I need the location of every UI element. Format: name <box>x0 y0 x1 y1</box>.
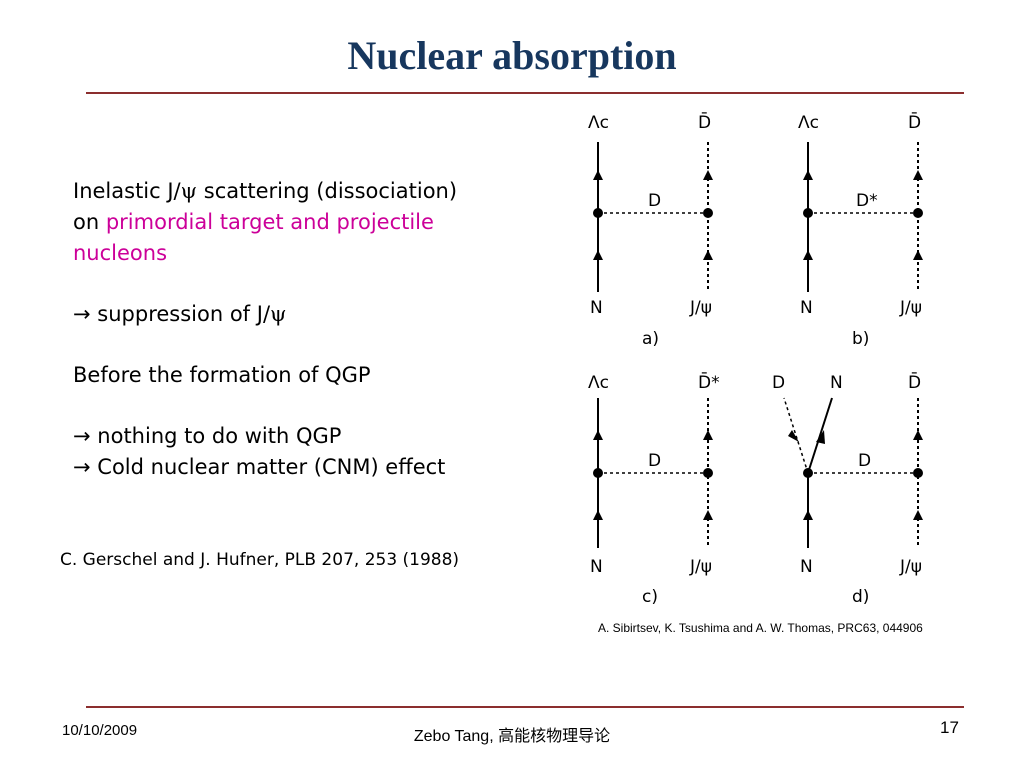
label-panel-d: d) <box>852 587 869 607</box>
label-n-top: N <box>830 373 843 393</box>
body-text: Inelastic J/ψ scattering (dissociation) … <box>73 176 558 483</box>
label-n: N <box>800 557 813 577</box>
footer-date: 10/10/2009 <box>62 722 138 739</box>
reference-right: A. Sibirtsev, K. Tsushima and A. W. Thom… <box>598 621 923 635</box>
label-lambda-c: Λc <box>798 113 819 133</box>
slide-title: Nuclear absorption <box>347 33 677 78</box>
diagram-a: Λc D̄ D N J/ψ a) <box>588 111 713 349</box>
label-d-bar: D̄ <box>698 111 711 133</box>
label-n: N <box>590 298 603 318</box>
body-line-3: nucleons <box>73 238 558 269</box>
psi-symbol: ψ <box>180 179 198 203</box>
label-d-bar-star: D̄* <box>698 371 720 393</box>
label-d-star: D* <box>856 191 878 211</box>
diagram-c: Λc D̄* D N J/ψ c) <box>588 371 720 607</box>
body-line-1: Inelastic J/ψ scattering (dissociation) <box>73 176 558 207</box>
label-d: D <box>772 373 785 393</box>
label-j-psi: J/ψ <box>899 557 922 577</box>
body-line-2: on primordial target and projectile <box>73 207 558 238</box>
text-span: Cold nuclear matter (CNM) effect <box>90 455 446 479</box>
highlight-text: nucleons <box>73 241 168 265</box>
label-panel-c: c) <box>642 587 658 607</box>
footer-author: Zebo Tang, 高能核物理导论 <box>0 722 1024 746</box>
label-j-psi: J/ψ <box>689 557 712 577</box>
label-panel-b: b) <box>852 329 869 349</box>
label-n: N <box>590 557 603 577</box>
bullet-cnm-effect: → Cold nuclear matter (CNM) effect <box>73 452 558 483</box>
label-d: D <box>648 451 661 471</box>
bullet-suppression: → suppression of J/ψ <box>73 299 558 330</box>
label-d-bar: D̄ <box>908 111 921 133</box>
text-span: Inelastic J/ <box>73 179 181 203</box>
label-n: N <box>800 298 813 318</box>
psi-symbol: ψ <box>270 302 287 326</box>
before-formation-text: Before the formation of QGP <box>73 363 371 387</box>
arrow-icon: → <box>73 302 91 326</box>
label-d: D <box>648 191 661 211</box>
course-name: 高能核物理导论 <box>498 728 611 745</box>
bottom-divider <box>86 706 964 708</box>
arrow-icon: → <box>73 424 91 448</box>
feynman-diagrams: Λc D̄ D N J/ψ a) Λc D̄ D* N J/ψ b) Λc <box>588 111 923 607</box>
text-span: suppression of J/ <box>90 302 271 326</box>
reference-left: C. Gerschel and J. Hufner, PLB 207, 253 … <box>60 550 460 570</box>
label-j-psi: J/ψ <box>899 298 922 318</box>
label-lambda-c: Λc <box>588 113 609 133</box>
top-divider <box>86 92 964 94</box>
author-name: Zebo Tang, <box>413 728 499 745</box>
bullet-nothing-qgp: → nothing to do with QGP <box>73 421 558 452</box>
highlight-text: primordial target and projectile <box>105 210 434 234</box>
diagram-d: D N D̄ D N J/ψ d) <box>772 371 923 607</box>
label-lambda-c: Λc <box>588 373 609 393</box>
label-panel-a: a) <box>642 329 659 349</box>
arrow-icon: → <box>73 455 91 479</box>
label-d: D <box>858 451 871 471</box>
text-span: scattering (dissociation) <box>197 179 458 203</box>
text-span: on <box>73 210 106 234</box>
diagram-b: Λc D̄ D* N J/ψ b) <box>798 111 923 349</box>
label-d-bar: D̄ <box>908 371 921 393</box>
label-j-psi: J/ψ <box>689 298 712 318</box>
text-span: nothing to do with QGP <box>90 424 342 448</box>
page-number: 17 <box>940 718 959 737</box>
